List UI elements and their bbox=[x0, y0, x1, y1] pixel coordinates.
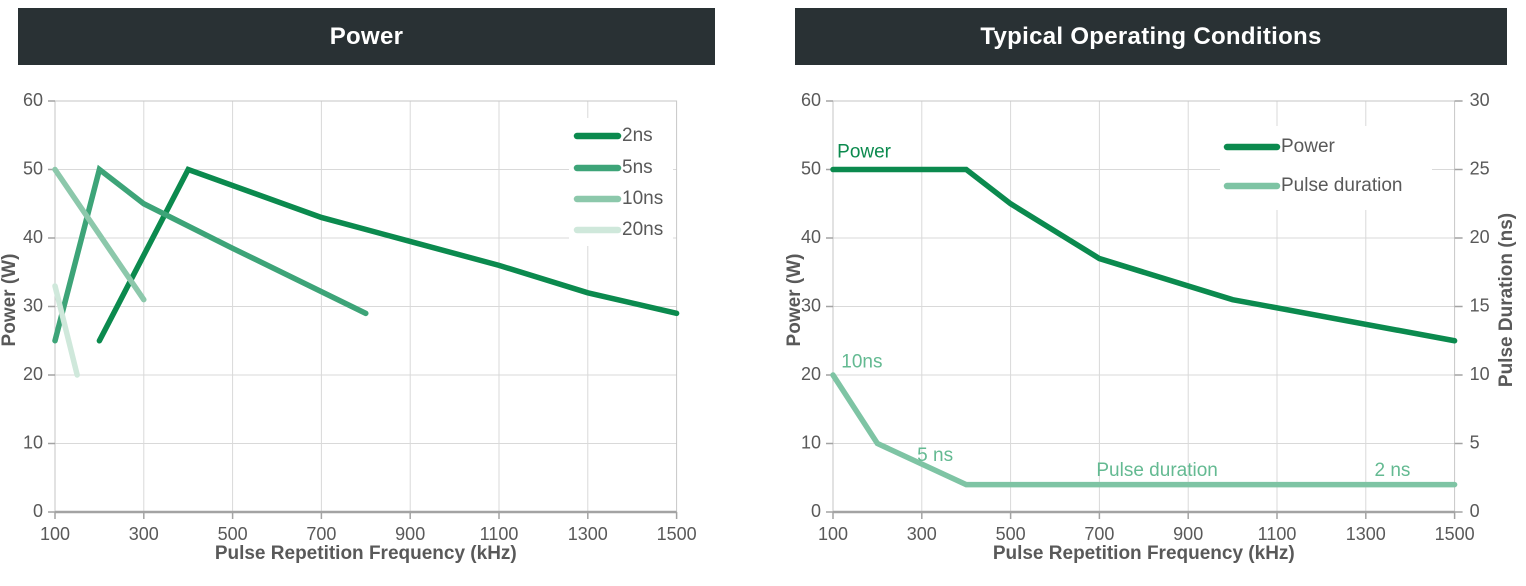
series-line-20ns bbox=[52, 283, 80, 378]
y-tick-label: 20 bbox=[801, 364, 821, 384]
y-tick-label: 40 bbox=[23, 227, 43, 247]
y-axis-title: Power (W) bbox=[784, 254, 805, 347]
legend-label: Power bbox=[1281, 136, 1336, 157]
y-tick-label: 30 bbox=[23, 295, 43, 315]
y-tick-label: 0 bbox=[33, 501, 43, 521]
x-tick-label: 900 bbox=[395, 524, 425, 544]
x-tick-label: 900 bbox=[1173, 524, 1203, 544]
annotation-power: Power bbox=[837, 141, 892, 162]
y-tick-label: 10 bbox=[801, 432, 821, 452]
series-line-5ns bbox=[52, 164, 369, 344]
legend-item: 10ns bbox=[573, 188, 663, 209]
power-chart: 100 300 500 700 900 1100 1300 1500 0 10 20 30 40 50 60… bbox=[0, 90, 697, 564]
x-tick-label: 300 bbox=[129, 524, 159, 544]
series-lines bbox=[52, 164, 680, 378]
series-line-power bbox=[830, 166, 1458, 344]
x-tick-label: 100 bbox=[818, 524, 848, 544]
x-tick-label: 1100 bbox=[1258, 524, 1297, 544]
operating-conditions-chart: 100 300 500 700 900 1100 1300 15000102030405060… bbox=[784, 90, 1517, 564]
y2-tick-label: 25 bbox=[1470, 158, 1490, 178]
x-tick-label: 1500 bbox=[1435, 524, 1475, 544]
x-tick-label: 1300 bbox=[1346, 524, 1386, 544]
legend-item: 20ns bbox=[573, 219, 663, 240]
legend-label: 5ns bbox=[622, 157, 653, 178]
y-axis-title: Power (W) bbox=[0, 254, 20, 347]
tick-marks bbox=[48, 100, 678, 519]
legend-item: Pulse duration bbox=[1223, 175, 1402, 196]
x-tick-label: 700 bbox=[306, 524, 336, 544]
series-line-pulse-duration bbox=[830, 372, 1458, 488]
x-tick-label: 500 bbox=[218, 524, 248, 544]
y-tick-label: 50 bbox=[23, 158, 43, 178]
y-tick-label: 40 bbox=[801, 227, 821, 247]
annotation-pulse-duration: Pulse duration bbox=[1096, 460, 1217, 481]
tick-labels: 100 300 500 700 900 1100 1300 1500 0 10 20 30 40 50 60 bbox=[23, 90, 697, 544]
y2-tick-label: 20 bbox=[1470, 227, 1490, 247]
y2-tick-label: 15 bbox=[1470, 295, 1490, 315]
tick-labels: 100 300 500 700 900 1100 1300 15000102030405060… bbox=[801, 90, 1490, 544]
series-lines bbox=[830, 166, 1458, 488]
legend-item: 5ns bbox=[573, 157, 653, 178]
x-tick-label: 500 bbox=[996, 524, 1026, 544]
x-tick-label: 700 bbox=[1084, 524, 1114, 544]
legend-item: 2ns bbox=[573, 125, 653, 146]
y2-tick-label: 0 bbox=[1470, 501, 1480, 521]
y-tick-label: 0 bbox=[811, 501, 821, 521]
legend-background bbox=[569, 118, 673, 246]
x-axis-title: Pulse Repetition Frequency (kHz) bbox=[215, 543, 517, 564]
legend-label: 10ns bbox=[622, 188, 663, 209]
x-tick-label: 300 bbox=[907, 524, 937, 544]
legend-label: 2ns bbox=[622, 125, 653, 146]
x-tick-label: 100 bbox=[40, 524, 70, 544]
legend: 2ns 5ns 10ns 20ns bbox=[569, 118, 673, 246]
annotation-10ns: 10ns bbox=[841, 352, 882, 373]
legend: Power Pulse duration bbox=[1220, 126, 1432, 210]
y2-tick-label: 5 bbox=[1470, 432, 1480, 452]
y-tick-label: 20 bbox=[23, 364, 43, 384]
y2-axis-title: Pulse Duration (ns) bbox=[1496, 213, 1517, 387]
operating-conditions-panel-title: Typical Operating Conditions bbox=[795, 8, 1507, 65]
x-tick-label: 1300 bbox=[568, 524, 608, 544]
series-line-10ns bbox=[52, 166, 147, 303]
x-tick-label: 1500 bbox=[657, 524, 697, 544]
y-tick-label: 30 bbox=[801, 295, 821, 315]
x-tick-label: 1100 bbox=[480, 524, 519, 544]
y2-tick-label: 10 bbox=[1470, 364, 1490, 384]
axis-titles: Pulse Repetition Frequency (kHz) Power (W… bbox=[0, 254, 517, 564]
y-tick-label: 50 bbox=[801, 158, 821, 178]
y2-tick-label: 30 bbox=[1470, 90, 1490, 110]
y-tick-label: 10 bbox=[23, 432, 43, 452]
x-axis-title: Pulse Repetition Frequency (kHz) bbox=[993, 543, 1295, 564]
legend-label: 20ns bbox=[622, 219, 663, 240]
legend-label: Pulse duration bbox=[1281, 175, 1402, 196]
legend-item: Power bbox=[1223, 136, 1336, 157]
annotation-2-ns: 2 ns bbox=[1374, 460, 1410, 481]
legend-background bbox=[1220, 126, 1432, 210]
y-tick-label: 60 bbox=[23, 90, 43, 110]
y-tick-label: 60 bbox=[801, 90, 821, 110]
series-line-2ns bbox=[96, 166, 680, 344]
annotation-5-ns: 5 ns bbox=[917, 445, 953, 466]
axis-titles: Pulse Repetition Frequency (kHz) Power (W… bbox=[784, 213, 1517, 564]
power-panel-title: Power bbox=[18, 8, 715, 65]
